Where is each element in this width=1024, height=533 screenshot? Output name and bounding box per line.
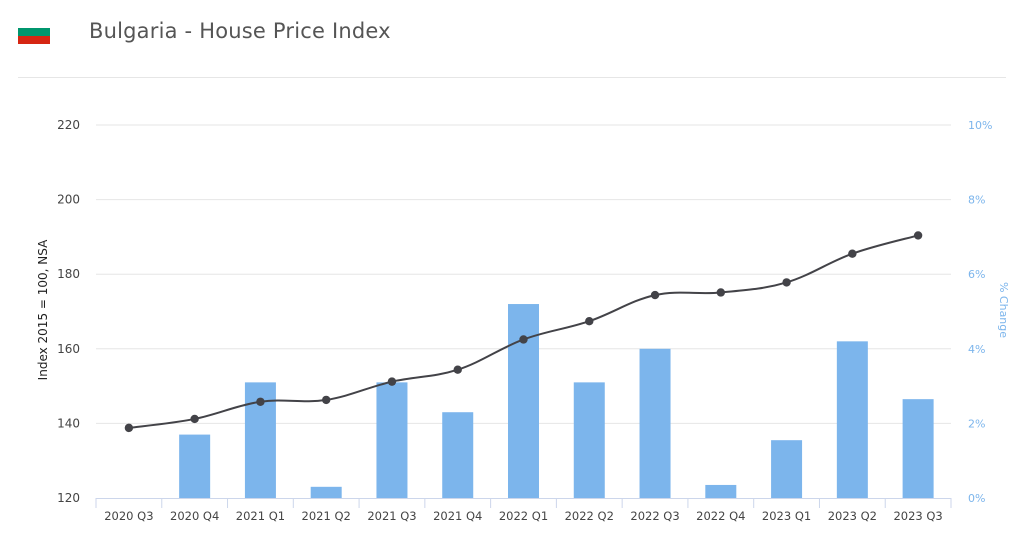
x-tick-label: 2021 Q3	[367, 509, 416, 523]
left-tick-label: 120	[57, 491, 80, 505]
line-point	[848, 249, 857, 258]
left-axis-label: Index 2015 = 100, NSA	[36, 239, 50, 380]
left-tick-label: 140	[57, 416, 80, 430]
line-point	[256, 397, 265, 406]
right-tick-label: 4%	[968, 343, 985, 356]
x-tick-label: 2023 Q1	[762, 509, 811, 523]
right-tick-label: 8%	[968, 194, 985, 207]
left-tick-label: 200	[57, 193, 80, 207]
chart-title: Bulgaria - House Price Index	[89, 19, 391, 43]
line-point	[190, 414, 199, 424]
line-point	[782, 278, 791, 287]
bar	[442, 412, 474, 498]
chart-header: Bulgaria - House Price Index	[0, 0, 1024, 78]
line-point	[585, 316, 594, 326]
x-tick-label: 2021 Q2	[302, 509, 351, 523]
x-tick-label: 2020 Q3	[104, 509, 153, 523]
right-tick-label: 6%	[968, 268, 985, 281]
line-point	[913, 231, 923, 240]
bar	[573, 382, 605, 498]
x-tick-label: 2023 Q3	[893, 509, 942, 523]
line-point	[453, 365, 462, 374]
bar	[902, 399, 934, 498]
flag-stripe-white	[18, 20, 50, 28]
right-axis-ticks: 0% 2% 4% 6% 8% 10%	[968, 119, 992, 505]
x-tick-label: 2021 Q1	[236, 509, 285, 523]
bar	[771, 440, 803, 498]
line-point	[650, 290, 660, 300]
bar	[836, 341, 868, 498]
left-tick-label: 180	[57, 267, 80, 281]
right-tick-label: 0%	[968, 492, 985, 505]
x-tick-label: 2022 Q2	[565, 509, 614, 523]
x-tick-label: 2023 Q2	[828, 509, 877, 523]
right-tick-label: 2%	[968, 417, 985, 430]
left-tick-label: 160	[57, 342, 80, 356]
bar	[376, 382, 408, 498]
flag-stripe-red	[18, 36, 50, 44]
x-tick-label: 2021 Q4	[433, 509, 482, 523]
left-axis-ticks: 120 140 160 180 200 220	[57, 118, 80, 505]
line-point	[519, 335, 528, 344]
bar	[705, 484, 737, 498]
x-tick-label: 2022 Q3	[630, 509, 679, 523]
line-point	[321, 395, 331, 405]
header-divider	[18, 77, 1006, 78]
bar	[310, 486, 342, 498]
bar	[179, 434, 211, 498]
bar	[639, 348, 671, 498]
bar	[508, 304, 539, 498]
x-tick-label: 2022 Q1	[499, 509, 548, 523]
right-axis-label: % Change	[997, 282, 1010, 338]
line-point	[716, 288, 726, 297]
line-point	[124, 423, 134, 433]
line-point	[387, 377, 397, 386]
x-axis: 2020 Q3 2020 Q4 2021 Q1 2021 Q2 2021 Q3 2021 …	[95, 498, 952, 523]
index-line-points	[124, 231, 923, 433]
x-tick-label: 2020 Q4	[170, 509, 219, 523]
left-tick-label: 220	[57, 118, 80, 132]
right-tick-label: 10%	[968, 119, 992, 132]
flag-stripe-green	[18, 28, 50, 36]
bulgaria-flag-icon	[18, 20, 50, 44]
x-tick-label: 2022 Q4	[696, 509, 745, 523]
